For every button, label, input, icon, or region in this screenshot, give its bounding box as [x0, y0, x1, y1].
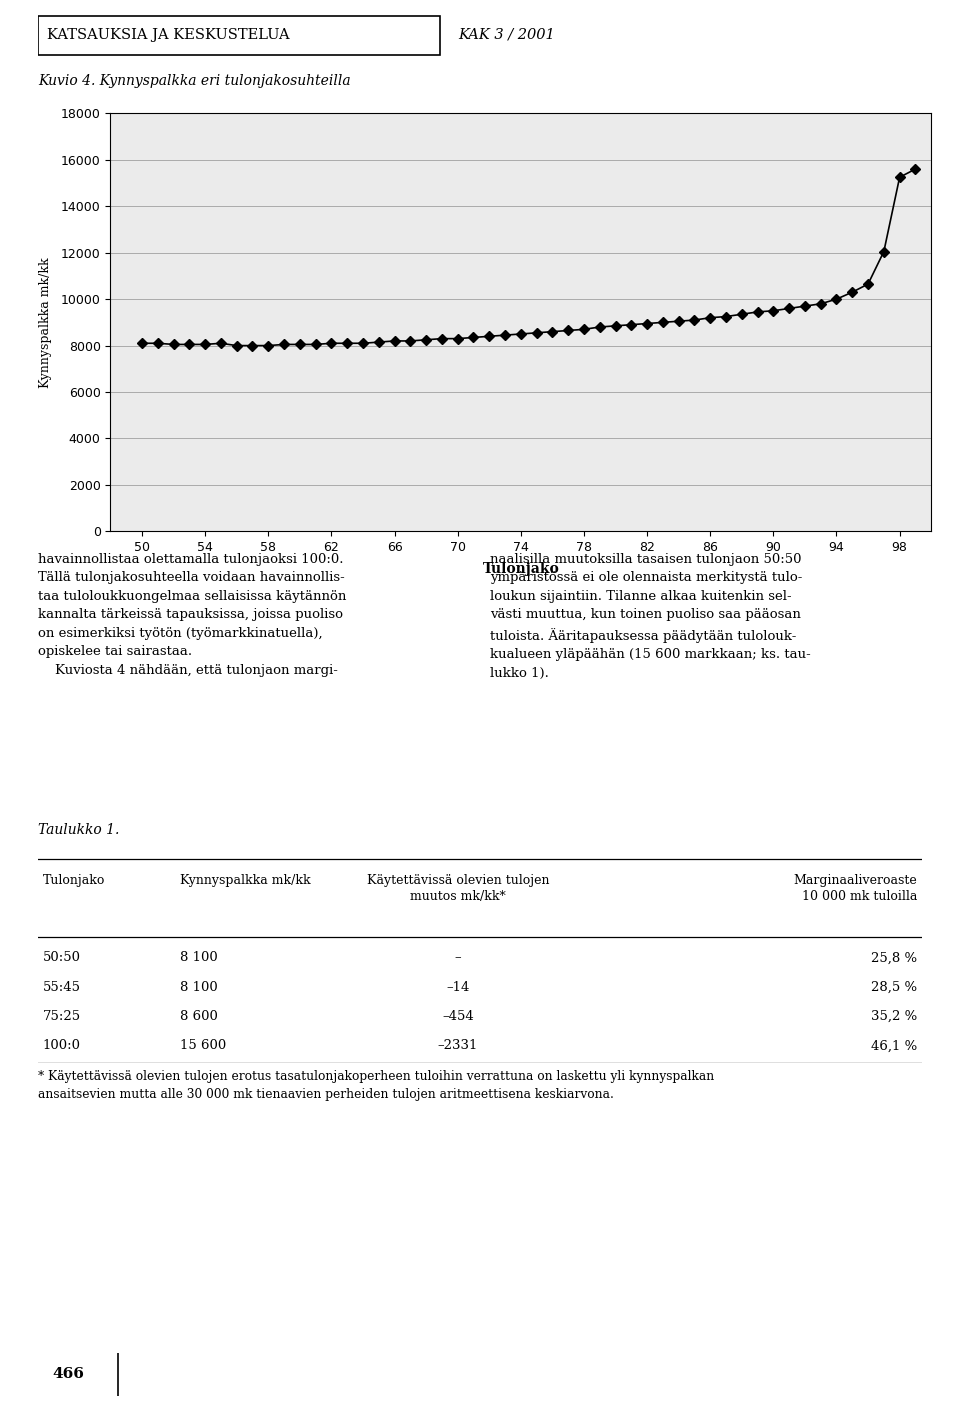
Text: * Käytettävissä olevien tulojen erotus tasatulonjakoperheen tuloihin verrattuna : * Käytettävissä olevien tulojen erotus t… [38, 1070, 714, 1101]
Text: 35,2 %: 35,2 % [871, 1010, 917, 1023]
Text: 55:45: 55:45 [43, 981, 81, 993]
Text: 28,5 %: 28,5 % [871, 981, 917, 993]
Text: –14: –14 [446, 981, 469, 993]
Text: 466: 466 [53, 1367, 84, 1382]
Text: –454: –454 [442, 1010, 474, 1023]
Text: Tulonjako: Tulonjako [43, 874, 106, 887]
Text: Käytettävissä olevien tulojen
muutos mk/kk*: Käytettävissä olevien tulojen muutos mk/… [367, 874, 549, 903]
Text: KATSAUKSIA JA KESKUSTELUA: KATSAUKSIA JA KESKUSTELUA [47, 27, 290, 41]
Text: 50:50: 50:50 [43, 951, 81, 965]
Text: havainnollistaa olettamalla tulonjaoksi 100:0.
Tällä tulonjakosuhteella voidaan : havainnollistaa olettamalla tulonjaoksi … [38, 553, 347, 677]
Text: –2331: –2331 [438, 1040, 478, 1053]
Text: Kynnyspalkka mk/kk: Kynnyspalkka mk/kk [180, 874, 310, 887]
Text: 8 100: 8 100 [180, 951, 218, 965]
Text: Marginaaliveroaste
10 000 mk tuloilla: Marginaaliveroaste 10 000 mk tuloilla [793, 874, 917, 903]
Text: Kuvio 4. Kynnyspalkka eri tulonjakosuhteilla: Kuvio 4. Kynnyspalkka eri tulonjakosuhte… [38, 75, 351, 88]
Text: Taulukko 1.: Taulukko 1. [38, 823, 120, 837]
X-axis label: Tulonjako: Tulonjako [483, 563, 559, 577]
Text: naalisilla muutoksilla tasaisen tulonjaon 50:50
ympäristössä ei ole olennaista m: naalisilla muutoksilla tasaisen tulonjao… [490, 553, 810, 680]
FancyBboxPatch shape [38, 17, 441, 54]
Text: 8 100: 8 100 [180, 981, 218, 993]
Text: KAK 3 / 2001: KAK 3 / 2001 [458, 27, 555, 41]
Y-axis label: Kynnyspalkka mk/kk: Kynnyspalkka mk/kk [39, 256, 53, 388]
Text: 100:0: 100:0 [43, 1040, 81, 1053]
Text: –: – [455, 951, 461, 965]
Text: 8 600: 8 600 [180, 1010, 218, 1023]
Text: 15 600: 15 600 [180, 1040, 226, 1053]
Text: 25,8 %: 25,8 % [871, 951, 917, 965]
Text: 46,1 %: 46,1 % [871, 1040, 917, 1053]
Text: 75:25: 75:25 [43, 1010, 81, 1023]
